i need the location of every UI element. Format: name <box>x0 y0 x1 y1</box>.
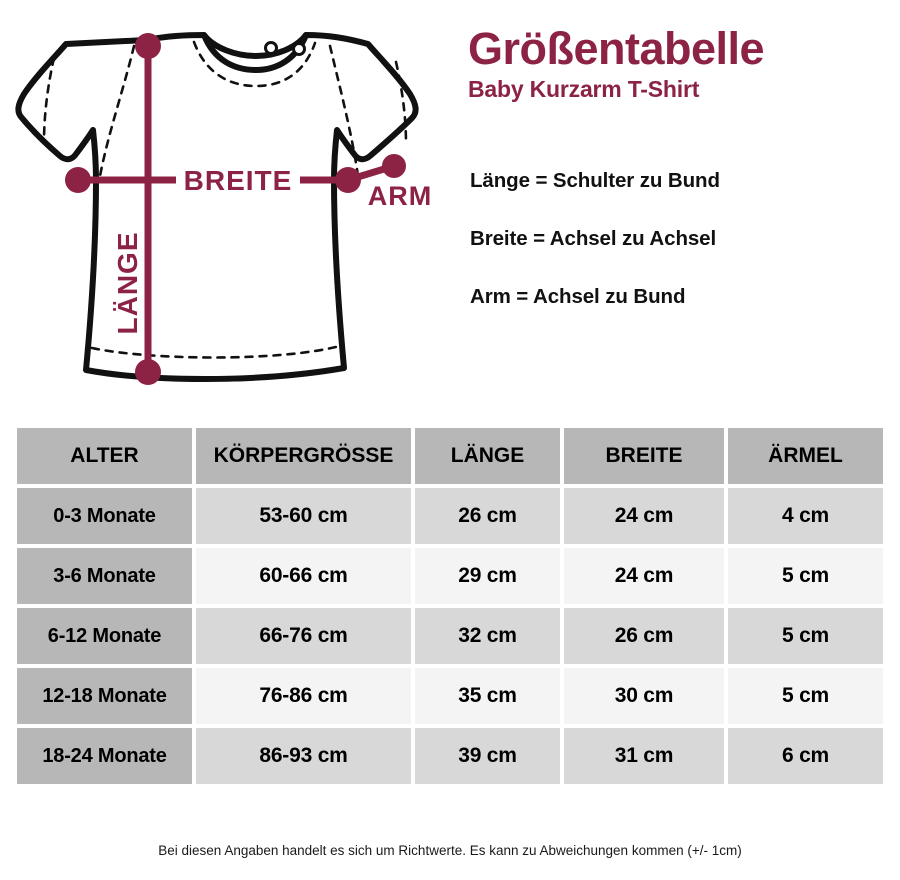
snap-button-icon <box>264 41 306 56</box>
table-row: 0-3 Monate 53-60 cm 26 cm 24 cm 4 cm <box>17 488 883 544</box>
column-header-aermel: ÄRMEL <box>728 428 883 484</box>
size-table: ALTER KÖRPERGRÖSSE LÄNGE BREITE ÄRMEL 0-… <box>13 424 887 788</box>
cell-height: 76-86 cm <box>196 668 411 724</box>
width-label: BREITE <box>184 165 293 196</box>
cell-length: 35 cm <box>415 668 560 724</box>
cell-age: 3-6 Monate <box>17 548 192 604</box>
legend-item-laenge: Länge = Schulter zu Bund <box>470 169 720 192</box>
length-label: LÄNGE <box>112 232 143 335</box>
title-block: Größentabelle Baby Kurzarm T-Shirt <box>468 26 898 103</box>
cell-age: 18-24 Monate <box>17 728 192 784</box>
cell-height: 66-76 cm <box>196 608 411 664</box>
table-row: 18-24 Monate 86-93 cm 39 cm 31 cm 6 cm <box>17 728 883 784</box>
cell-age: 6-12 Monate <box>17 608 192 664</box>
column-header-koerpergroesse: KÖRPERGRÖSSE <box>196 428 411 484</box>
cell-sleeve: 5 cm <box>728 548 883 604</box>
table-row: 12-18 Monate 76-86 cm 35 cm 30 cm 5 cm <box>17 668 883 724</box>
cell-height: 86-93 cm <box>196 728 411 784</box>
cell-sleeve: 4 cm <box>728 488 883 544</box>
cell-length: 26 cm <box>415 488 560 544</box>
column-header-alter: ALTER <box>17 428 192 484</box>
cell-length: 39 cm <box>415 728 560 784</box>
table-header-row: ALTER KÖRPERGRÖSSE LÄNGE BREITE ÄRMEL <box>17 428 883 484</box>
cell-height: 53-60 cm <box>196 488 411 544</box>
cell-length: 29 cm <box>415 548 560 604</box>
cell-age: 12-18 Monate <box>17 668 192 724</box>
page-subtitle: Baby Kurzarm T-Shirt <box>468 75 700 102</box>
table-row: 6-12 Monate 66-76 cm 32 cm 26 cm 5 cm <box>17 608 883 664</box>
cell-width: 30 cm <box>564 668 724 724</box>
cell-sleeve: 6 cm <box>728 728 883 784</box>
cell-age: 0-3 Monate <box>17 488 192 544</box>
cell-width: 31 cm <box>564 728 724 784</box>
cell-width: 24 cm <box>564 548 724 604</box>
legend-item-arm: Arm = Achsel zu Bund <box>470 285 686 308</box>
measure-endpoint-dot <box>65 33 406 385</box>
t-shirt-diagram: BREITE ARM LÄNGE <box>8 18 448 398</box>
column-header-laenge: LÄNGE <box>415 428 560 484</box>
cell-width: 24 cm <box>564 488 724 544</box>
shirt-stitching-lines <box>42 40 408 359</box>
diagram-and-title-area: BREITE ARM LÄNGE Größentabelle Baby Kurz… <box>0 0 900 405</box>
cell-width: 26 cm <box>564 608 724 664</box>
cell-height: 60-66 cm <box>196 548 411 604</box>
cell-length: 32 cm <box>415 608 560 664</box>
cell-sleeve: 5 cm <box>728 668 883 724</box>
shirt-outline-icon <box>15 32 419 382</box>
disclaimer-note: Bei diesen Angaben handelt es sich um Ri… <box>158 843 742 858</box>
legend-item-breite: Breite = Achsel zu Achsel <box>470 227 717 250</box>
cell-sleeve: 5 cm <box>728 608 883 664</box>
measurement-legend: Länge = Schulter zu Bund Breite = Achsel… <box>470 168 900 342</box>
column-header-breite: BREITE <box>564 428 724 484</box>
table-row: 3-6 Monate 60-66 cm 29 cm 24 cm 5 cm <box>17 548 883 604</box>
arm-label: ARM <box>368 181 433 211</box>
page-title: Größentabelle <box>468 23 765 74</box>
